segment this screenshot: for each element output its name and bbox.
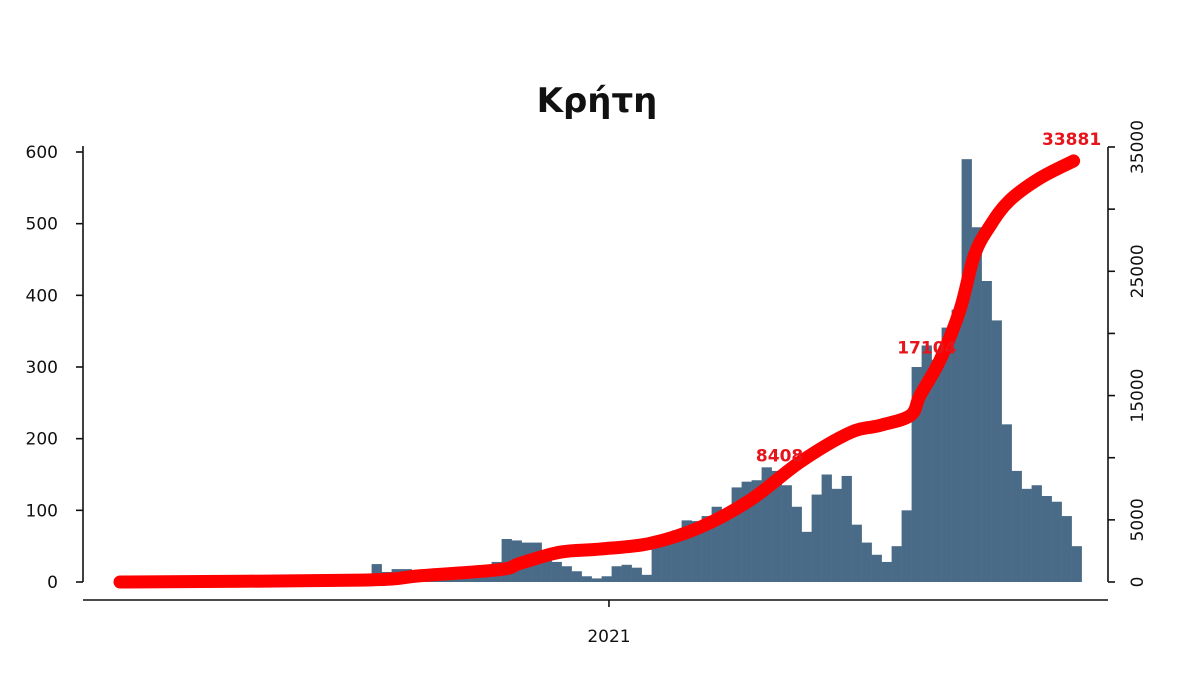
bar xyxy=(581,576,592,582)
left-tick-label: 600 xyxy=(26,143,58,163)
cumulative-line xyxy=(113,154,1081,589)
bar xyxy=(991,320,1002,582)
bar xyxy=(981,281,992,582)
bar xyxy=(471,576,482,582)
bar xyxy=(641,574,652,582)
bar xyxy=(921,345,932,582)
annotations: 8408 17104 33881 xyxy=(756,130,1101,467)
bar xyxy=(1051,501,1062,582)
bar xyxy=(481,573,492,582)
x-tick-label: 2021 xyxy=(587,627,630,647)
bar xyxy=(1021,488,1032,582)
bar xyxy=(791,506,802,582)
bar xyxy=(831,488,842,582)
right-tick-label: 25000 xyxy=(1128,244,1148,298)
right-tick-label: 15000 xyxy=(1128,369,1148,423)
ticks: 0 100 200 300 400 500 600 0 5000 15000 25000 35000 2… xyxy=(26,120,1148,647)
annotation-label: 8408 xyxy=(756,447,803,467)
left-tick-label: 200 xyxy=(26,430,58,450)
bar xyxy=(751,480,762,582)
bar xyxy=(451,578,462,582)
bar xyxy=(501,539,512,582)
bar xyxy=(931,359,942,582)
bar xyxy=(761,467,772,582)
right-tick-label: 5000 xyxy=(1128,498,1148,541)
bar xyxy=(611,566,622,582)
bar xyxy=(1061,516,1072,582)
bar xyxy=(671,530,682,582)
bar xyxy=(1011,470,1022,582)
bar xyxy=(1041,496,1052,582)
bar xyxy=(851,524,862,582)
bar xyxy=(881,561,892,582)
left-tick-label: 0 xyxy=(47,573,58,593)
bar xyxy=(651,542,662,582)
bar xyxy=(841,475,852,582)
bar xyxy=(551,561,562,582)
annotation-label: 33881 xyxy=(1042,130,1101,150)
bar xyxy=(971,227,982,582)
bar xyxy=(621,564,632,582)
bar xyxy=(721,510,732,582)
bar xyxy=(961,159,972,582)
bar xyxy=(821,474,832,582)
bar xyxy=(571,571,582,582)
bar xyxy=(811,494,822,582)
bar xyxy=(601,576,612,582)
bar xyxy=(691,521,702,582)
bar xyxy=(941,327,952,582)
bar xyxy=(371,564,382,582)
bar xyxy=(731,487,742,582)
bar xyxy=(591,578,602,582)
bar xyxy=(461,577,472,582)
bar xyxy=(871,554,882,582)
bar xyxy=(541,554,552,582)
bar xyxy=(891,546,902,582)
bar xyxy=(681,520,692,582)
bar xyxy=(861,542,872,582)
bar xyxy=(951,309,962,582)
bar xyxy=(1031,485,1042,582)
bar xyxy=(781,485,792,582)
left-tick-label: 300 xyxy=(26,358,58,378)
bar xyxy=(561,566,572,582)
bar xyxy=(771,470,782,582)
bar xyxy=(661,537,672,582)
bar xyxy=(911,367,922,582)
bar xyxy=(1071,546,1082,582)
bar xyxy=(711,506,722,582)
left-tick-label: 500 xyxy=(26,215,58,235)
right-tick-label: 0 xyxy=(1128,577,1148,588)
bar xyxy=(1001,424,1012,582)
annotation-label: 17104 xyxy=(897,338,956,358)
left-tick-label: 100 xyxy=(26,501,58,521)
bar xyxy=(631,567,642,582)
chart-title: Κρήτη xyxy=(537,81,658,121)
right-tick-label: 35000 xyxy=(1128,120,1148,174)
bar xyxy=(901,510,912,582)
bar xyxy=(741,481,752,582)
bar xyxy=(701,516,712,582)
axes xyxy=(82,146,1109,601)
bar xyxy=(801,531,812,582)
left-tick-label: 400 xyxy=(26,286,58,306)
